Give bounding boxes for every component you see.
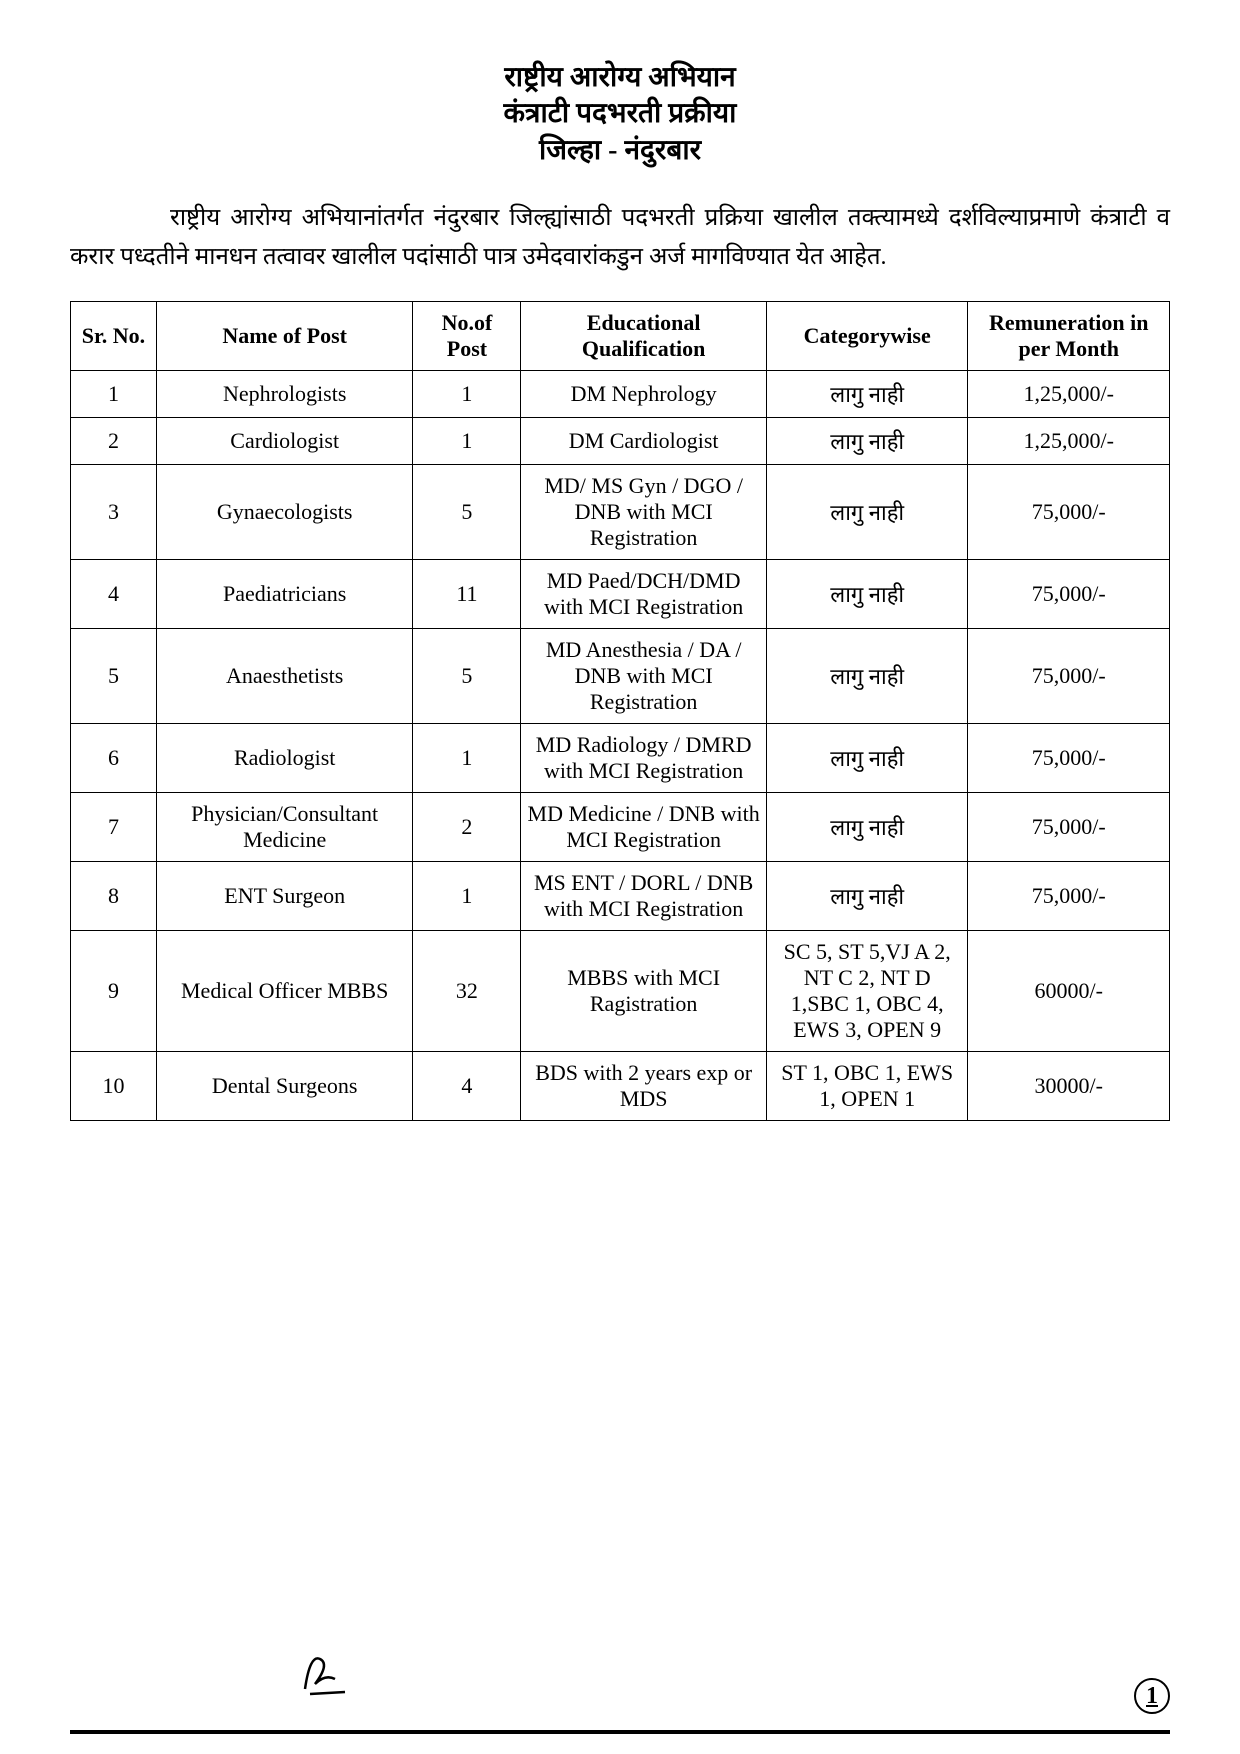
table-row: 6Radiologist1MD Radiology / DMRD with MC… [71,723,1170,792]
cell-cat: लागु नाही [766,792,968,861]
cell-edu: MBBS with MCI Ragistration [521,930,767,1051]
table-row: 1Nephrologists1DM Nephrologyलागु नाही1,2… [71,370,1170,417]
cell-rem: 75,000/- [968,464,1170,559]
cell-edu: MD/ MS Gyn / DGO / DNB with MCI Registra… [521,464,767,559]
table-row: 5Anaesthetists5MD Anesthesia / DA / DNB … [71,628,1170,723]
cell-edu: MD Anesthesia / DA / DNB with MCI Regist… [521,628,767,723]
header-line-2: कंत्राटी पदभरती प्रक्रीया [70,96,1170,132]
table-row: 4Paediatricians11MD Paed/DCH/DMD with MC… [71,559,1170,628]
table-header-row: Sr. No. Name of Post No.of Post Educatio… [71,301,1170,370]
cell-sr: 10 [71,1051,157,1120]
cell-name: Dental Surgeons [156,1051,413,1120]
cell-rem: 75,000/- [968,792,1170,861]
cell-name: Physician/Consultant Medicine [156,792,413,861]
cell-rem: 1,25,000/- [968,417,1170,464]
table-row: 2Cardiologist1DM Cardiologistलागु नाही1,… [71,417,1170,464]
cell-name: Radiologist [156,723,413,792]
header-sr: Sr. No. [71,301,157,370]
cell-sr: 2 [71,417,157,464]
cell-sr: 1 [71,370,157,417]
cell-edu: DM Nephrology [521,370,767,417]
cell-sr: 9 [71,930,157,1051]
header-line-1: राष्ट्रीय आरोग्य अभियान [70,60,1170,96]
bottom-divider [70,1730,1170,1734]
cell-name: Nephrologists [156,370,413,417]
cell-name: Gynaecologists [156,464,413,559]
cell-cat: लागु नाही [766,723,968,792]
cell-post: 2 [413,792,521,861]
signature-mark [290,1644,360,1714]
table-row: 7Physician/Consultant Medicine2MD Medici… [71,792,1170,861]
cell-rem: 75,000/- [968,559,1170,628]
page-number: 1 [1134,1678,1170,1714]
header-cat: Categorywise [766,301,968,370]
cell-name: ENT Surgeon [156,861,413,930]
cell-cat: लागु नाही [766,559,968,628]
cell-sr: 3 [71,464,157,559]
header-post: No.of Post [413,301,521,370]
cell-cat: ST 1, OBC 1, EWS 1, OPEN 1 [766,1051,968,1120]
cell-name: Cardiologist [156,417,413,464]
cell-sr: 4 [71,559,157,628]
cell-post: 1 [413,417,521,464]
cell-post: 4 [413,1051,521,1120]
document-header: राष्ट्रीय आरोग्य अभियान कंत्राटी पदभरती … [70,60,1170,169]
cell-post: 11 [413,559,521,628]
header-name: Name of Post [156,301,413,370]
cell-name: Paediatricians [156,559,413,628]
cell-edu: MD Paed/DCH/DMD with MCI Registration [521,559,767,628]
cell-edu: MD Radiology / DMRD with MCI Registratio… [521,723,767,792]
cell-rem: 75,000/- [968,628,1170,723]
table-row: 10Dental Surgeons4BDS with 2 years exp o… [71,1051,1170,1120]
cell-name: Medical Officer MBBS [156,930,413,1051]
table-row: 9Medical Officer MBBS32MBBS with MCI Rag… [71,930,1170,1051]
cell-sr: 7 [71,792,157,861]
cell-rem: 1,25,000/- [968,370,1170,417]
recruitment-table: Sr. No. Name of Post No.of Post Educatio… [70,301,1170,1121]
cell-post: 5 [413,464,521,559]
cell-cat: लागु नाही [766,628,968,723]
cell-sr: 6 [71,723,157,792]
cell-post: 5 [413,628,521,723]
cell-cat: लागु नाही [766,417,968,464]
header-rem: Remuneration in per Month [968,301,1170,370]
cell-edu: MD Medicine / DNB with MCI Registration [521,792,767,861]
header-line-3: जिल्हा - नंदुरबार [70,133,1170,169]
cell-rem: 30000/- [968,1051,1170,1120]
cell-post: 1 [413,370,521,417]
cell-sr: 5 [71,628,157,723]
table-row: 3Gynaecologists5MD/ MS Gyn / DGO / DNB w… [71,464,1170,559]
intro-paragraph: राष्ट्रीय आरोग्य अभियानांतर्गत नंदुरबार … [70,199,1170,276]
table-row: 8ENT Surgeon1MS ENT / DORL / DNB with MC… [71,861,1170,930]
cell-cat: SC 5, ST 5,VJ A 2, NT C 2, NT D 1,SBC 1,… [766,930,968,1051]
cell-cat: लागु नाही [766,370,968,417]
cell-post: 1 [413,861,521,930]
cell-rem: 60000/- [968,930,1170,1051]
cell-edu: MS ENT / DORL / DNB with MCI Registratio… [521,861,767,930]
cell-edu: DM Cardiologist [521,417,767,464]
cell-name: Anaesthetists [156,628,413,723]
cell-cat: लागु नाही [766,464,968,559]
header-edu: Educational Qualification [521,301,767,370]
cell-edu: BDS with 2 years exp or MDS [521,1051,767,1120]
cell-sr: 8 [71,861,157,930]
page-footer: 1 [70,1644,1170,1714]
table-body: 1Nephrologists1DM Nephrologyलागु नाही1,2… [71,370,1170,1120]
cell-rem: 75,000/- [968,723,1170,792]
cell-rem: 75,000/- [968,861,1170,930]
cell-post: 32 [413,930,521,1051]
cell-cat: लागु नाही [766,861,968,930]
cell-post: 1 [413,723,521,792]
